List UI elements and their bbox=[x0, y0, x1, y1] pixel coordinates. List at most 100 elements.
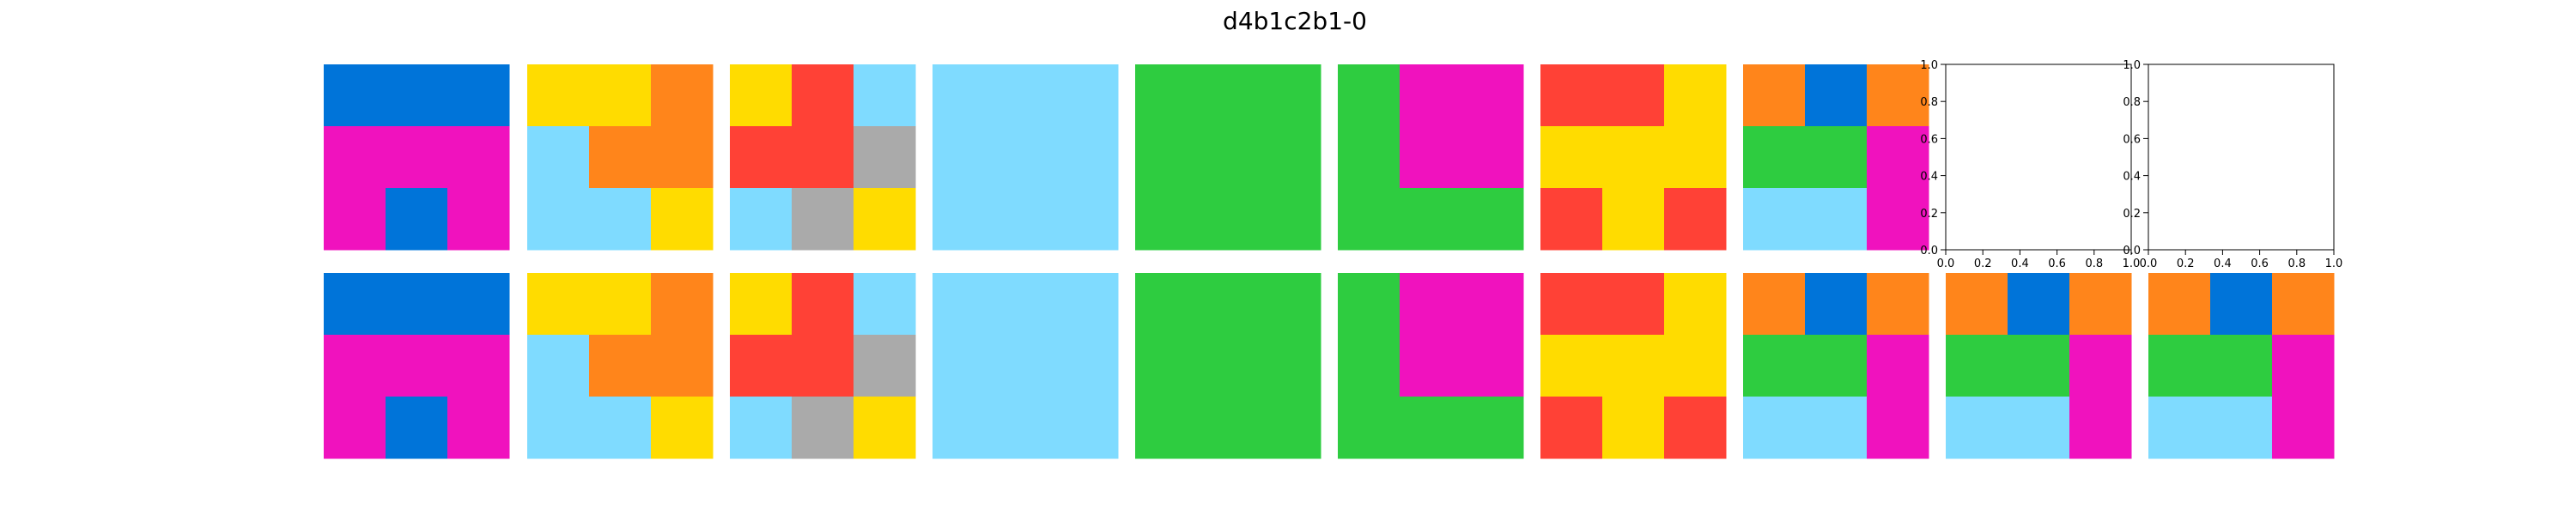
grid-cell bbox=[589, 64, 652, 127]
grid-cell bbox=[2008, 397, 2070, 459]
grid-cell bbox=[1805, 126, 1868, 189]
grid-cell bbox=[933, 64, 995, 127]
grid-cell bbox=[2272, 397, 2335, 459]
grid-cell bbox=[1259, 126, 1321, 189]
pair-5-input bbox=[1135, 64, 1321, 251]
grid-cell bbox=[933, 397, 995, 459]
grid-cell bbox=[1461, 126, 1524, 189]
grid-cell bbox=[1602, 397, 1665, 459]
grid-cell bbox=[527, 188, 590, 251]
grid-cell bbox=[589, 397, 652, 459]
test-output bbox=[1743, 273, 1929, 459]
grid-cell bbox=[933, 188, 995, 251]
x-tick-label: 0.6 bbox=[2048, 258, 2066, 270]
grid-cell bbox=[933, 126, 995, 189]
grid-cell bbox=[1400, 397, 1462, 459]
y-tick-label: 0.0 bbox=[1920, 245, 1938, 258]
grid-cell bbox=[1946, 397, 2008, 459]
grid-cell bbox=[1540, 188, 1603, 251]
grid-cell bbox=[1743, 188, 1806, 251]
grid-cell bbox=[447, 273, 510, 336]
grid-cell bbox=[792, 397, 854, 459]
grid-cell bbox=[1664, 126, 1727, 189]
grid-cell bbox=[2148, 397, 2211, 459]
grid-cell bbox=[1867, 64, 1929, 127]
prediction-1 bbox=[1946, 273, 2132, 459]
grid-cell bbox=[2272, 335, 2335, 397]
grid-cell bbox=[1805, 273, 1868, 336]
grid-cell bbox=[854, 126, 916, 189]
grid-cell bbox=[1946, 273, 2008, 336]
grid-cell bbox=[1259, 64, 1321, 127]
x-tick-label: 1.0 bbox=[2325, 258, 2343, 270]
grid-cell bbox=[730, 126, 793, 189]
grid-cell bbox=[1056, 335, 1119, 397]
grid-cell bbox=[1400, 273, 1462, 336]
grid-cell bbox=[1743, 335, 1806, 397]
grid-cell bbox=[2008, 335, 2070, 397]
grid-cell bbox=[1805, 188, 1868, 251]
grid-cell bbox=[994, 397, 1057, 459]
grid-cell bbox=[994, 64, 1057, 127]
grid-cell bbox=[1197, 188, 1260, 251]
pair-6-input bbox=[1338, 64, 1524, 251]
grid-cell bbox=[1135, 188, 1198, 251]
x-tick-label: 1.0 bbox=[2123, 258, 2141, 270]
grid-cell bbox=[386, 126, 448, 189]
grid-cell bbox=[1259, 273, 1321, 336]
grid-cell bbox=[527, 273, 590, 336]
grid-cell bbox=[1867, 335, 1929, 397]
grid-cell bbox=[792, 126, 854, 189]
x-tick-label: 0.8 bbox=[2287, 258, 2306, 270]
grid-cell bbox=[2069, 397, 2132, 459]
grid-cell bbox=[1867, 397, 1929, 459]
grid-cell bbox=[1056, 273, 1119, 336]
grid-cell bbox=[447, 126, 510, 189]
grid-cell bbox=[1540, 64, 1603, 127]
grid-cell bbox=[1135, 64, 1198, 127]
grid-cell bbox=[1664, 397, 1727, 459]
grid-cell bbox=[1461, 397, 1524, 459]
grid-cell bbox=[1805, 64, 1868, 127]
pair-7-output bbox=[1540, 273, 1727, 459]
grid-cell bbox=[651, 126, 714, 189]
grid-cell bbox=[1135, 126, 1198, 189]
grid-cell bbox=[1461, 335, 1524, 397]
grid-cell bbox=[1056, 397, 1119, 459]
grid-cell bbox=[854, 273, 916, 336]
grid-cell bbox=[2148, 273, 2211, 336]
pair-2-output bbox=[527, 273, 714, 459]
grid-cell bbox=[2272, 273, 2335, 336]
grid-cell bbox=[527, 64, 590, 127]
grid-cell bbox=[854, 335, 916, 397]
grid-cell bbox=[1946, 335, 2008, 397]
grid-cell bbox=[447, 335, 510, 397]
prediction-2 bbox=[2148, 273, 2335, 459]
x-tick-label: 0.4 bbox=[2214, 258, 2232, 270]
test-input bbox=[1743, 64, 1929, 251]
grid-cell bbox=[324, 126, 386, 189]
grid-cell bbox=[447, 64, 510, 127]
grid-cell bbox=[2210, 273, 2273, 336]
grid-cell bbox=[730, 397, 793, 459]
grid-cell bbox=[792, 188, 854, 251]
grid-cell bbox=[730, 64, 793, 127]
grid-cell bbox=[386, 397, 448, 459]
grid-cell bbox=[1197, 273, 1260, 336]
grid-cell bbox=[386, 273, 448, 336]
top-row: 0.00.00.20.20.40.40.60.60.80.81.01.00.00… bbox=[324, 59, 2342, 270]
grid-cell bbox=[1602, 273, 1665, 336]
y-tick-label: 0.6 bbox=[1920, 133, 1938, 146]
y-tick-label: 1.0 bbox=[1920, 59, 1938, 72]
grid-cell bbox=[1867, 126, 1929, 189]
grid-cell bbox=[1197, 335, 1260, 397]
x-tick-label: 0.6 bbox=[2251, 258, 2269, 270]
grid-cell bbox=[1135, 397, 1198, 459]
grid-cell bbox=[589, 188, 652, 251]
grid-cell bbox=[1743, 273, 1806, 336]
grid-cell bbox=[1197, 397, 1260, 459]
grid-cell bbox=[1540, 397, 1603, 459]
y-tick-label: 1.0 bbox=[2123, 59, 2141, 72]
grid-cell bbox=[1135, 273, 1198, 336]
